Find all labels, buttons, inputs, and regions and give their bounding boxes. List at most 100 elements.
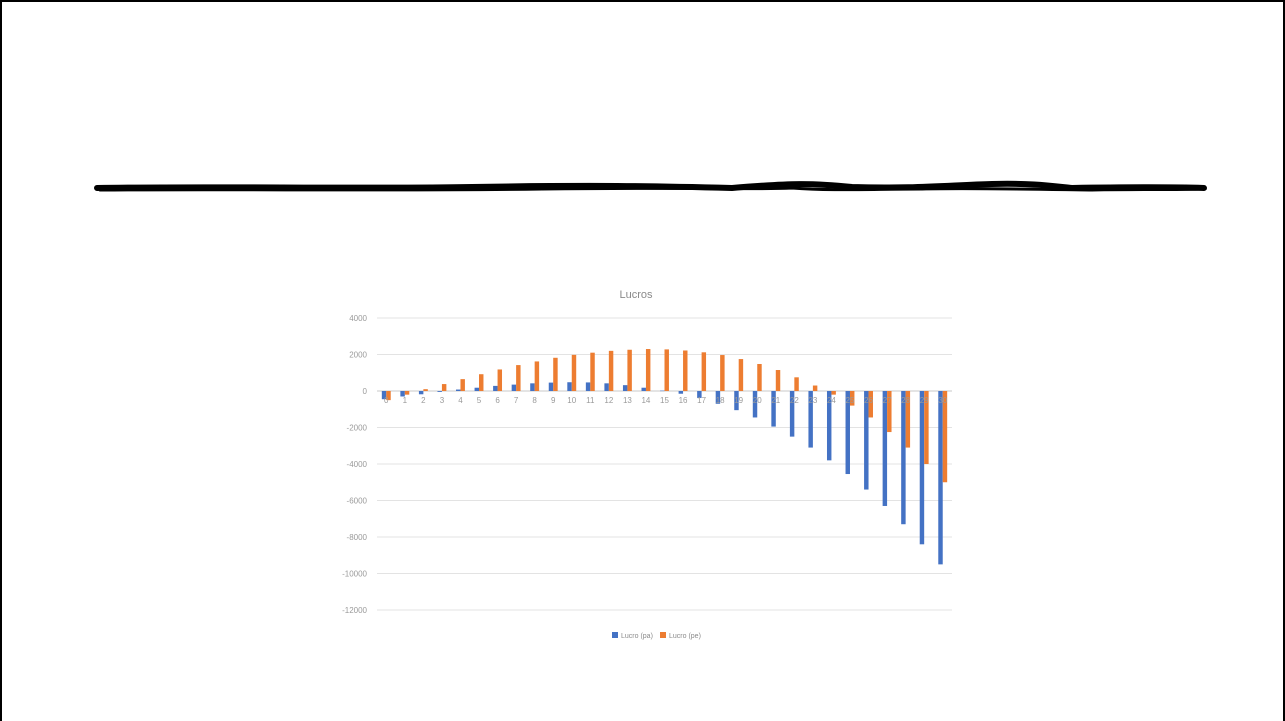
x-tick-label: 8 [532,396,537,405]
bar-pa-14 [641,387,646,391]
bar-pa-13 [622,385,628,391]
bar-pe-0 [386,391,391,401]
x-tick-label: 11 [586,396,595,405]
bar-pe-3 [441,384,447,391]
bar-pa-24 [826,391,832,461]
bar-pa-8 [530,383,535,391]
x-tick-label: 4 [458,396,463,405]
bar-pe-30 [942,391,948,483]
y-tick-label: 0 [363,387,368,396]
y-tick-label: -8000 [347,533,368,542]
bar-pe-5 [479,374,484,391]
bar-pe-9 [553,357,558,391]
bar-pe-11 [590,352,595,391]
bar-pe-2 [423,389,428,391]
bar-pa-22 [789,391,795,437]
y-tick-label: 4000 [349,314,367,323]
bar-pa-30 [938,391,943,565]
x-tick-label: 12 [604,396,613,405]
bar-pe-24 [831,391,836,395]
bar-pa-19 [734,391,739,411]
bar-pa-29 [919,391,925,545]
bar-pe-23 [812,385,818,391]
bar-pe-16 [683,350,688,391]
chart-title: Lucros [619,289,653,301]
x-tick-label: 24 [827,396,836,405]
x-tick-label: 7 [514,396,519,405]
bar-pa-10 [567,382,572,391]
x-tick-label: 28 [901,396,910,405]
x-tick-label: 6 [495,396,500,405]
bar-pe-26 [868,391,873,418]
x-tick-label: 29 [920,396,929,405]
y-tick-label: -6000 [347,497,368,506]
x-tick-label: 15 [660,396,669,405]
y-axis-ticks: 4000 2000 0 -2000 -4000 -6000 -8000 -10000 -1200… [342,314,367,615]
x-tick-label: 10 [567,396,576,405]
y-tick-label: -4000 [347,460,368,469]
x-tick-label: 1 [403,396,408,405]
bar-pe-14 [645,349,651,391]
bar-pa-5 [474,387,480,391]
bar-pa-23 [808,391,813,448]
bar-pa-4 [456,389,461,391]
bar-pa-25 [845,391,850,475]
bar-pe-17 [701,352,707,391]
bar-pe-7 [516,365,521,391]
x-tick-label: 9 [551,396,556,405]
x-tick-label: 20 [753,396,762,405]
x-tick-label: 22 [790,396,799,405]
bar-pe-6 [497,369,503,391]
bar-pe-15 [664,349,669,391]
bar-pa-18 [715,391,721,404]
x-tick-label: 17 [697,396,706,405]
x-tick-label: 27 [883,396,892,405]
y-tick-label: 2000 [349,351,367,360]
bar-pa-26 [864,391,869,490]
chart-svg: Lucros 4000 2000 0 -2000 -4000 -6000 -8000 -100… [342,289,952,640]
legend-swatch [660,632,666,638]
legend-label: Lucro (pe) [669,633,701,640]
bar-pe-19 [738,359,744,391]
bar-pa-2 [418,391,424,395]
bar-pa-21 [771,391,776,427]
x-tick-label: 18 [716,396,725,405]
bar-pe-10 [571,354,577,391]
x-tick-label: 21 [771,396,780,405]
bar-pa-1 [400,391,405,397]
bar-pe-20 [757,363,762,391]
x-tick-label: 19 [734,396,743,405]
x-tick-label: 25 [846,396,855,405]
bar-pa-16 [678,391,684,394]
bar-pe-27 [887,391,892,433]
bar-pe-13 [627,349,632,391]
bar-pa-17 [697,391,702,398]
bar-pa-15 [660,390,665,392]
x-axis-ticks: 0 1 2 3 4 5 6 7 8 9 10 11 12 13 14 15 16 17 18 19 20 21 22 23 24… [384,396,948,405]
x-tick-label: 30 [938,396,947,405]
y-tick-label: -12000 [342,606,367,615]
bar-pe-28 [905,391,911,448]
x-tick-label: 3 [440,396,445,405]
bar-pa-11 [585,382,591,391]
gridlines [377,317,952,611]
legend-swatch [612,632,618,638]
bar-pe-8 [534,361,540,391]
x-tick-label: 14 [641,396,650,405]
x-tick-label: 23 [808,396,817,405]
bar-pa-3 [437,391,442,392]
bar-pe-22 [794,377,799,391]
bar-pe-18 [720,355,725,391]
x-tick-label: 13 [623,396,632,405]
bar-pe-12 [608,350,614,391]
bar-pa-28 [901,391,906,525]
bar-pe-21 [775,370,781,391]
legend: Lucro (pa) Lucro (pe) [612,632,701,640]
bar-pa-6 [493,385,498,391]
x-tick-label: 26 [864,396,873,405]
x-tick-label: 16 [679,396,688,405]
bar-pa-0 [381,391,387,400]
bar-pe-25 [849,391,855,406]
bar-pe-1 [404,391,410,395]
